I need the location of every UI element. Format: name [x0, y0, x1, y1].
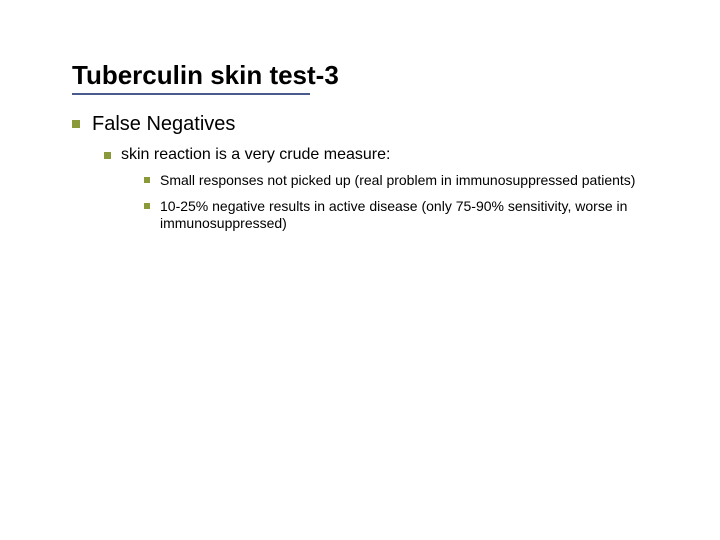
square-bullet-icon: [104, 152, 111, 159]
square-bullet-icon: [144, 203, 150, 209]
square-bullet-icon: [144, 177, 150, 183]
lvl2-text: skin reaction is a very crude measure:: [121, 146, 390, 164]
lvl3-text: Small responses not picked up (real prob…: [160, 172, 635, 190]
lvl3-text: 10-25% negative results in active diseas…: [160, 198, 660, 233]
slide-body: False Negatives skin reaction is a very …: [72, 113, 680, 233]
lvl1-text: False Negatives: [92, 113, 235, 136]
list-item: 10-25% negative results in active diseas…: [144, 198, 680, 233]
title-underline: [72, 93, 310, 95]
slide: Tuberculin skin test-3 False Negatives s…: [0, 0, 720, 540]
title-wrap: Tuberculin skin test-3: [72, 60, 680, 95]
list-item: skin reaction is a very crude measure:: [104, 146, 680, 164]
list-item: False Negatives: [72, 113, 680, 136]
list-item: Small responses not picked up (real prob…: [144, 172, 680, 190]
slide-title: Tuberculin skin test-3: [72, 60, 680, 91]
square-bullet-icon: [72, 120, 80, 128]
